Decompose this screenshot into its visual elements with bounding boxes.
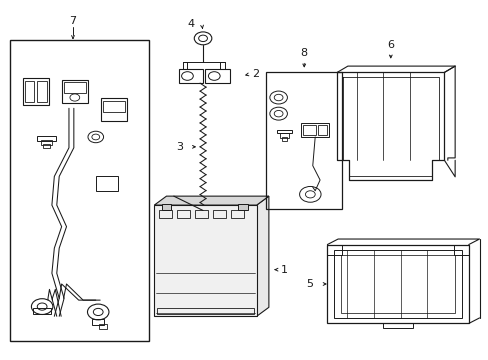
Bar	[195, 211, 208, 218]
Text: 2: 2	[251, 69, 259, 79]
Bar	[300, 123, 328, 137]
Bar	[213, 211, 226, 218]
Bar	[327, 244, 468, 323]
Bar	[159, 211, 172, 218]
Bar	[22, 78, 49, 105]
Bar	[281, 137, 287, 141]
Bar	[453, 244, 468, 255]
Bar	[303, 126, 315, 135]
Bar	[161, 204, 171, 211]
Bar	[205, 69, 229, 83]
Text: 5: 5	[305, 279, 312, 289]
Bar	[24, 81, 34, 102]
Bar	[280, 133, 288, 138]
Bar	[103, 101, 124, 112]
Bar	[64, 82, 85, 93]
Text: 6: 6	[386, 40, 393, 50]
Bar	[101, 98, 127, 121]
Bar	[327, 244, 341, 255]
Polygon shape	[256, 196, 268, 316]
Bar	[10, 40, 149, 341]
Bar	[318, 126, 326, 135]
Bar	[182, 62, 187, 69]
Bar	[220, 62, 224, 69]
Bar	[231, 211, 244, 218]
Bar	[154, 205, 256, 316]
Bar	[37, 136, 56, 140]
Bar	[61, 80, 88, 103]
Bar	[157, 308, 254, 315]
Bar	[99, 324, 107, 329]
Bar	[96, 176, 118, 191]
Bar	[383, 323, 412, 328]
Bar	[340, 255, 454, 314]
Text: 1: 1	[281, 265, 287, 275]
Polygon shape	[154, 196, 268, 205]
Bar	[43, 144, 50, 148]
Text: 8: 8	[300, 48, 307, 58]
Bar	[266, 72, 341, 209]
Text: 4: 4	[187, 19, 194, 30]
Bar	[277, 130, 291, 134]
Text: 7: 7	[69, 16, 77, 26]
Bar	[238, 204, 247, 211]
Bar	[333, 249, 461, 319]
Bar	[178, 69, 203, 83]
Bar	[92, 319, 104, 325]
Bar	[33, 308, 51, 315]
Bar	[177, 211, 190, 218]
Bar	[37, 81, 47, 102]
Text: 3: 3	[176, 142, 183, 152]
Bar	[41, 140, 52, 145]
